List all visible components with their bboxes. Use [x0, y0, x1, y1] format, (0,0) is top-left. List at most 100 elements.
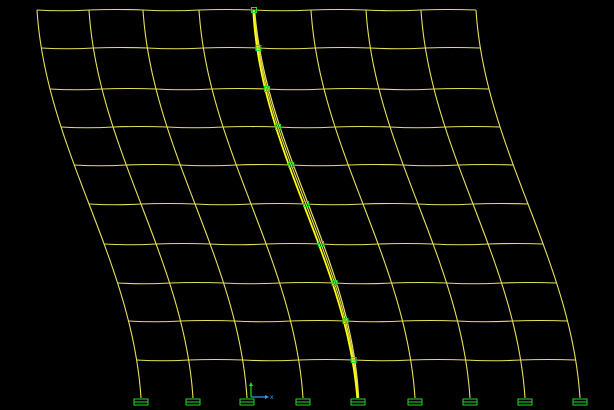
beam-line	[345, 320, 403, 323]
beam-line	[128, 320, 181, 323]
x-axis-label: x	[270, 394, 274, 401]
base-support	[407, 398, 423, 406]
base-support	[239, 398, 255, 406]
beam-line	[365, 9, 422, 12]
beam-line	[465, 359, 521, 362]
joint-marker	[250, 7, 258, 13]
beam-line	[211, 87, 268, 90]
beam-line	[155, 88, 213, 91]
beam-line	[136, 359, 189, 362]
beam-line	[156, 242, 211, 245]
beam-line	[378, 88, 435, 91]
beam-line	[250, 202, 307, 205]
beam-line	[445, 125, 501, 128]
joint-marker	[342, 318, 349, 324]
beam-line	[323, 87, 380, 90]
beam-line	[126, 163, 181, 166]
beam-line	[488, 242, 544, 245]
y-axis-arrowhead	[249, 382, 253, 386]
joint-marker	[317, 241, 325, 247]
beam-line	[402, 319, 458, 322]
beam-line	[113, 125, 168, 128]
beam-line	[305, 203, 364, 206]
beam-line	[169, 281, 224, 284]
beam-line	[41, 47, 94, 50]
beam-line	[88, 8, 144, 11]
beam-line	[291, 164, 349, 167]
beam-line	[290, 319, 346, 322]
beam-line	[335, 125, 391, 128]
beam-line	[370, 47, 426, 50]
beam-line	[410, 358, 466, 361]
beam-line	[266, 88, 325, 91]
joint-markers	[250, 7, 358, 363]
base-support	[295, 398, 311, 406]
beam-line	[391, 281, 447, 284]
beam-line	[223, 125, 279, 128]
beam-line	[433, 87, 490, 90]
beam-line	[472, 202, 529, 205]
beam-line	[425, 46, 481, 49]
base-supports	[133, 398, 588, 406]
beam-line	[512, 319, 568, 322]
axis-triad: x	[249, 382, 274, 401]
beam-line	[258, 47, 316, 50]
beam-line	[334, 282, 392, 285]
joint-marker	[287, 162, 295, 168]
beam-line	[433, 243, 489, 246]
beam-line	[403, 164, 459, 167]
joint-marker	[331, 280, 339, 286]
joint-marker	[263, 86, 271, 92]
beam-line	[140, 202, 196, 205]
beam-line	[279, 281, 335, 284]
beam-line	[203, 46, 259, 49]
beam-line	[310, 8, 367, 11]
beam-line	[315, 46, 371, 49]
beam-line	[242, 359, 299, 362]
beam-line	[117, 282, 170, 285]
beam-line	[446, 282, 502, 285]
base-support	[462, 398, 478, 406]
beam-line	[417, 203, 474, 206]
beam-line	[198, 8, 255, 11]
beam-line	[167, 126, 224, 129]
joint-marker	[254, 45, 262, 51]
beam-line	[457, 320, 513, 323]
beam-line	[223, 282, 280, 285]
beam-line	[362, 202, 419, 205]
beam-line	[420, 8, 477, 11]
base-support	[350, 398, 366, 406]
beam-line	[266, 242, 322, 245]
beam-line	[520, 358, 576, 361]
beam-line	[180, 319, 235, 322]
beam-line	[180, 164, 237, 167]
joint-marker	[274, 124, 282, 130]
base-support	[517, 398, 533, 406]
joint-marker	[350, 357, 358, 363]
beam-line	[458, 163, 514, 166]
joint-marker	[302, 201, 310, 207]
beam-line	[49, 88, 103, 91]
beam-line	[93, 46, 148, 49]
beam-line	[390, 126, 446, 129]
base-support	[572, 398, 588, 406]
beam-line	[253, 9, 312, 12]
beam-line	[278, 126, 336, 129]
beam-line	[101, 87, 157, 90]
beam-line	[147, 47, 204, 50]
beam-line	[378, 242, 434, 245]
frame-members	[36, 8, 581, 399]
beam-line	[194, 203, 252, 206]
beam-line	[142, 9, 200, 12]
beam-line	[88, 203, 142, 206]
beam-line	[298, 358, 354, 361]
x-axis-arrowhead	[265, 395, 269, 399]
base-support	[185, 398, 201, 406]
beam-line	[234, 320, 291, 323]
base-support	[133, 398, 149, 406]
beam-line	[501, 281, 557, 284]
beam-line	[321, 243, 379, 246]
beam-line	[353, 359, 411, 362]
